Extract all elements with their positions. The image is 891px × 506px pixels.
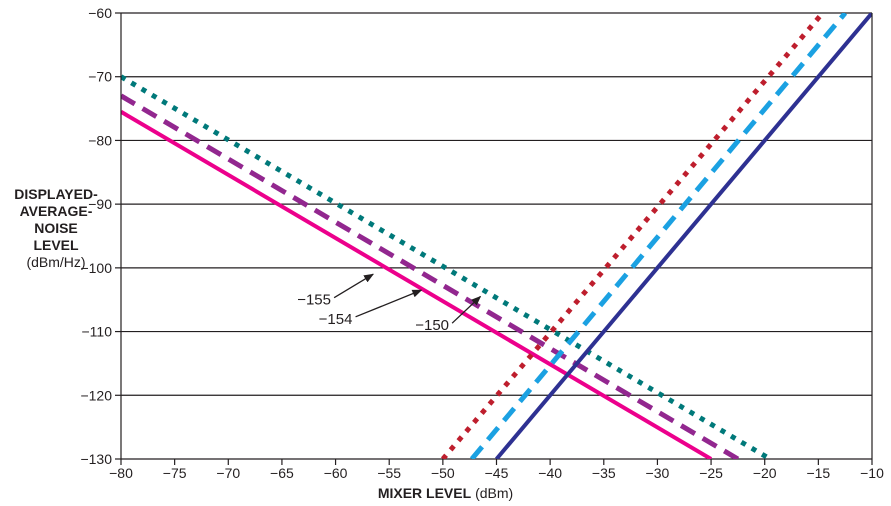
annotation-label: −150	[415, 317, 449, 334]
y-tick-label: −130	[80, 451, 112, 467]
x-tick-label: −30	[646, 465, 670, 481]
series-line-3	[121, 74, 772, 459]
y-tick-label: −80	[88, 132, 112, 148]
x-tick-label: −25	[699, 465, 723, 481]
y-tick-label: −120	[80, 387, 112, 403]
annotation-arrow	[451, 295, 482, 324]
y-tick-label: −90	[88, 196, 112, 212]
x-axis-label: MIXER LEVEL (dBm)	[0, 485, 891, 501]
y-tick-label: −100	[80, 260, 112, 276]
series-line-1	[121, 110, 713, 459]
axes: −60−70−80−90−100−110−120−130−80 −75 −70 −65…	[80, 5, 884, 481]
x-axis-label-main: MIXER LEVEL	[377, 485, 472, 501]
x-tick-label: −50	[431, 465, 455, 481]
annotation-label: −154	[319, 311, 353, 328]
y-tick-label: −70	[88, 69, 112, 85]
x-axis-unit: (dBm)	[475, 485, 514, 501]
x-tick-label: −75	[163, 465, 187, 481]
series-line-5	[469, 13, 848, 459]
x-tick-label: −55	[377, 465, 401, 481]
x-tick-label: −80	[109, 465, 133, 481]
y-axis-label-line-4: LEVEL	[33, 237, 79, 253]
series-line-4	[440, 13, 825, 459]
x-tick-label: −20	[753, 465, 777, 481]
annotation-arrow	[355, 289, 423, 318]
series-line-6	[494, 13, 872, 459]
x-tick-label: −15	[806, 465, 830, 481]
y-axis-label-line-2: AVERAGE-	[19, 203, 93, 219]
annotations: −155 −154 −150	[297, 273, 482, 334]
x-tick-label: −70	[216, 465, 240, 481]
x-tick-label: −45	[485, 465, 509, 481]
series-line-2	[121, 93, 740, 459]
x-tick-label: −35	[592, 465, 616, 481]
x-tick-label: −10	[860, 465, 884, 481]
x-tick-label: −60	[324, 465, 348, 481]
y-axis-label-line-1: DISPLAYED-	[14, 186, 98, 202]
y-tick-label: −110	[82, 324, 113, 340]
gridlines	[121, 12, 872, 460]
x-tick-label: −65	[270, 465, 294, 481]
series-group	[121, 13, 872, 459]
y-axis-unit: (dBm/Hz)	[26, 254, 86, 270]
x-tick-label: −40	[538, 465, 562, 481]
annotation-label: −155	[297, 292, 331, 309]
annotation-arrow	[333, 273, 374, 299]
y-tick-label: −60	[88, 5, 112, 21]
y-axis-label-line-3: NOISE	[34, 220, 78, 236]
y-axis-label: DISPLAYED- AVERAGE- NOISE LEVEL (dBm/Hz)	[6, 186, 106, 271]
